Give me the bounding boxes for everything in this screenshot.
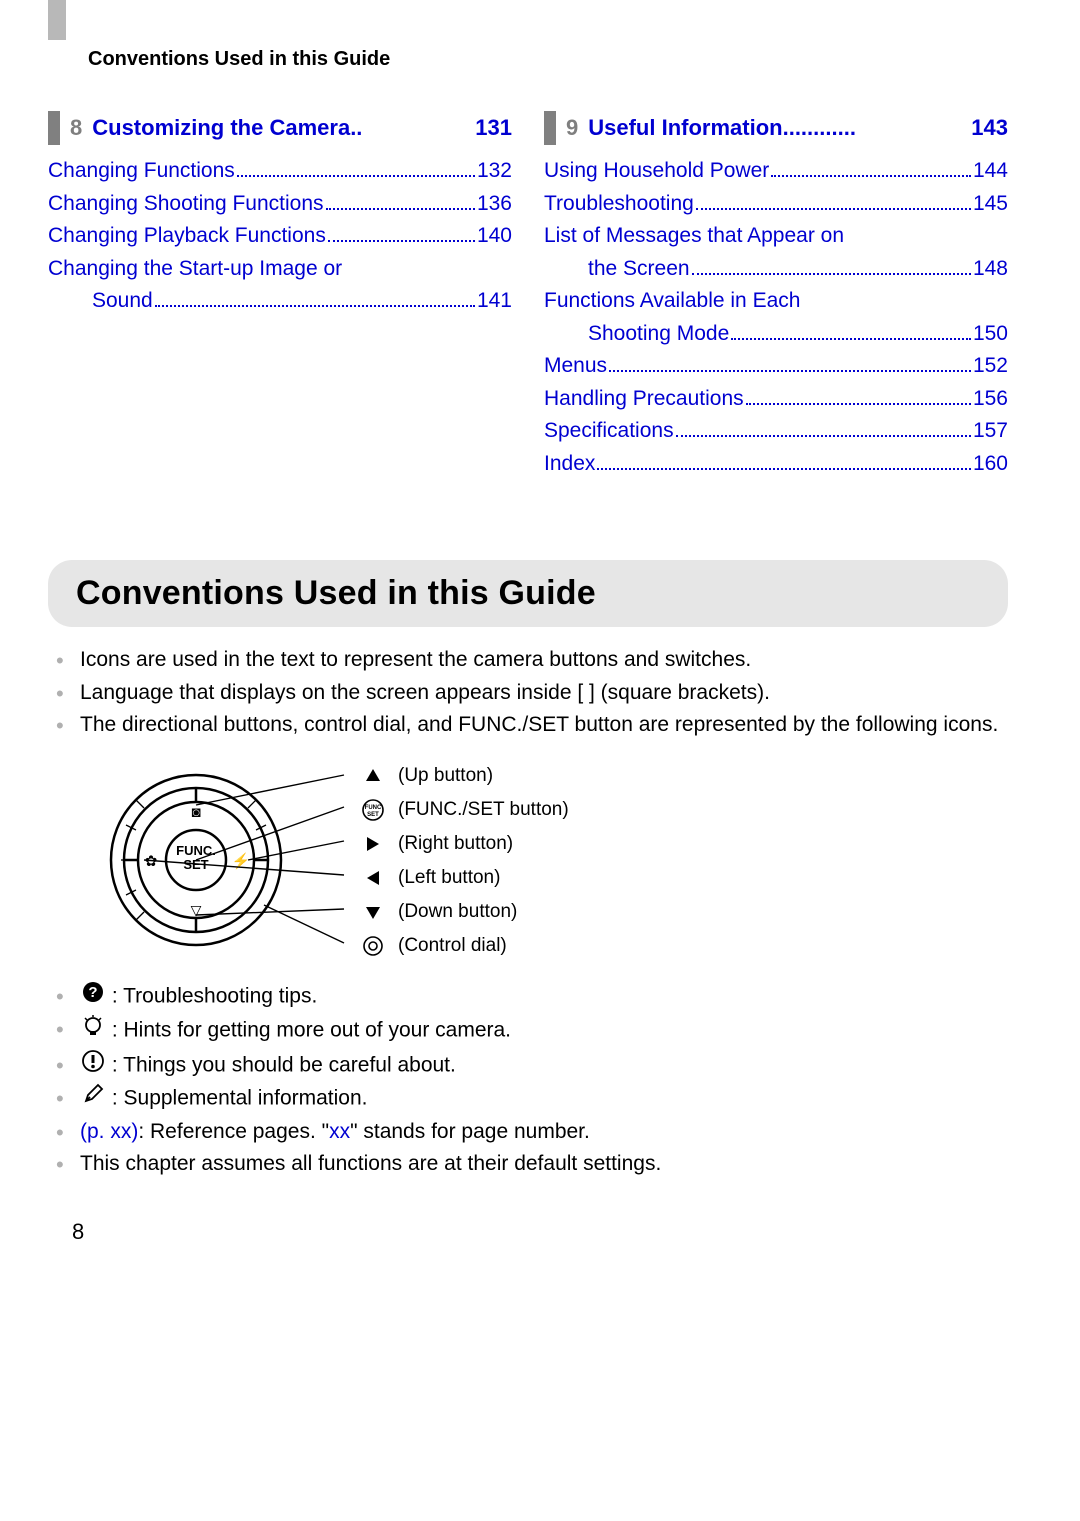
toc-section-number: 8 [70, 115, 82, 141]
page-side-tab [48, 0, 66, 40]
toc-entry-continuation[interactable]: the Screen148 [544, 253, 1008, 286]
toc-entry[interactable]: Troubleshooting145 [544, 188, 1008, 221]
toc-section-number: 9 [566, 115, 578, 141]
svg-text:◙: ◙ [191, 804, 200, 821]
legend-row-left: (Left button) [358, 861, 569, 895]
page-number: 8 [72, 1219, 1008, 1245]
caution-icon [80, 1050, 106, 1081]
dial-legend: (Up button) FUNCSET (FUNC./SET button) (… [358, 755, 569, 967]
toc-entry-continuation[interactable]: Sound 141 [48, 285, 512, 318]
toc-entry[interactable]: Index160 [544, 448, 1008, 481]
toc-entry[interactable]: Changing the Start-up Image or [48, 253, 512, 286]
toc-column-left: 8 Customizing the Camera.. 131 Changing … [48, 111, 512, 480]
toc-entry-continuation[interactable]: Shooting Mode150 [544, 318, 1008, 351]
toc-section-header[interactable]: 9 Useful Information............ 143 [544, 111, 1008, 145]
icon-explanation-list: ? : Troubleshooting tips. : Hints for ge… [48, 981, 1008, 1180]
toc-section-title: Useful Information............ [588, 115, 971, 141]
list-item: : Hints for getting more out of your cam… [56, 1014, 1008, 1047]
body-bullet-list: Icons are used in the text to represent … [48, 645, 1008, 740]
svg-text:SET: SET [367, 812, 379, 818]
toc-section-page: 131 [475, 115, 512, 141]
toc-entry[interactable]: Changing Functions 132 [48, 155, 512, 188]
toc-entry[interactable]: List of Messages that Appear on [544, 220, 1008, 253]
section-heading: Conventions Used in this Guide [76, 574, 980, 613]
toc-entry[interactable]: Using Household Power144 [544, 155, 1008, 188]
table-of-contents: 8 Customizing the Camera.. 131 Changing … [48, 111, 1008, 480]
toc-entry[interactable]: Menus152 [544, 350, 1008, 383]
up-triangle-icon [358, 767, 388, 785]
section-heading-banner: Conventions Used in this Guide [48, 560, 1008, 627]
question-mark-icon: ? [80, 981, 106, 1012]
toc-entry[interactable]: Functions Available in Each [544, 285, 1008, 318]
down-triangle-icon [358, 903, 388, 921]
legend-row-right: (Right button) [358, 827, 569, 861]
control-dial-icon [358, 935, 388, 957]
lightbulb-icon [80, 1014, 106, 1047]
svg-text:?: ? [88, 984, 97, 1001]
legend-row-up: (Up button) [358, 759, 569, 793]
toc-entry[interactable]: Changing Playback Functions 140 [48, 220, 512, 253]
toc-section-header[interactable]: 8 Customizing the Camera.. 131 [48, 111, 512, 145]
toc-entry[interactable]: Handling Precautions156 [544, 383, 1008, 416]
toc-section-page: 143 [971, 115, 1008, 141]
list-item: ? : Troubleshooting tips. [56, 981, 1008, 1012]
legend-row-dial: (Control dial) [358, 929, 569, 963]
control-dial-diagram: FUNC. SET ◙ ▽ ✿ ⚡ [96, 755, 1008, 967]
toc-section-title: Customizing the Camera.. [92, 115, 475, 141]
svg-text:FUNC: FUNC [365, 805, 382, 811]
legend-row-down: (Down button) [358, 895, 569, 929]
list-item: (p. xx): Reference pages. "xx" stands fo… [56, 1117, 1008, 1147]
pencil-icon [80, 1083, 106, 1114]
func-set-icon: FUNCSET [358, 798, 388, 822]
list-item: : Things you should be careful about. [56, 1050, 1008, 1081]
left-triangle-icon [358, 869, 388, 887]
running-header: Conventions Used in this Guide [88, 48, 1008, 71]
dial-illustration: FUNC. SET ◙ ▽ ✿ ⚡ [96, 755, 346, 965]
list-item: The directional buttons, control dial, a… [56, 710, 1008, 740]
toc-entry[interactable]: Changing Shooting Functions 136 [48, 188, 512, 221]
list-item: This chapter assumes all functions are a… [56, 1149, 1008, 1179]
list-item: : Supplemental information. [56, 1083, 1008, 1114]
list-item: Icons are used in the text to represent … [56, 645, 1008, 675]
page-reference-link[interactable]: (p. xx) [80, 1120, 138, 1143]
toc-column-right: 9 Useful Information............ 143 Usi… [544, 111, 1008, 480]
right-triangle-icon [358, 835, 388, 853]
toc-entry[interactable]: Specifications157 [544, 415, 1008, 448]
legend-row-func: FUNCSET (FUNC./SET button) [358, 793, 569, 827]
list-item: Language that displays on the screen app… [56, 678, 1008, 708]
